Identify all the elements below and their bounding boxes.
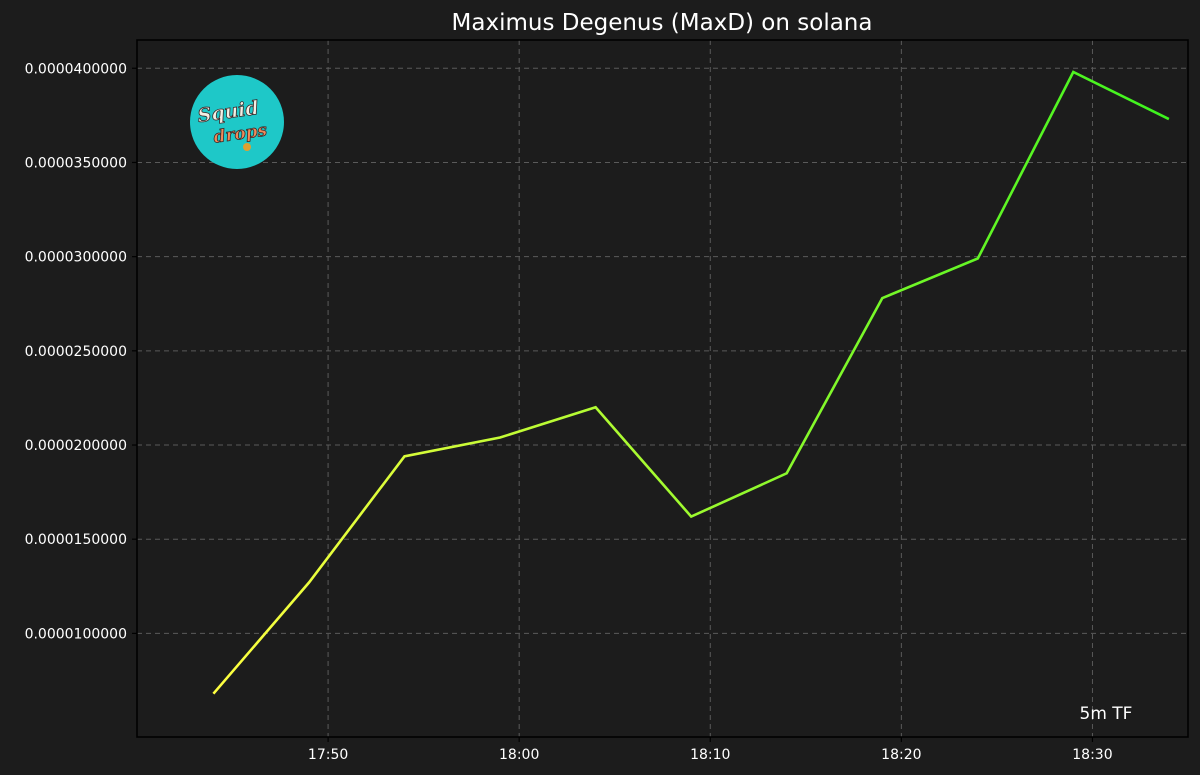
x-tick-label: 18:20 <box>881 747 921 763</box>
y-tick-label: 0.0000300000 <box>25 250 127 266</box>
logo-drop <box>243 143 251 151</box>
timeframe-label: 5m TF <box>1080 704 1133 724</box>
x-tick-label: 17:50 <box>308 747 348 763</box>
plot-frame <box>136 39 1189 738</box>
price-line <box>212 70 1170 695</box>
y-tick-label: 0.0000100000 <box>25 626 127 642</box>
chart-title: Maximus Degenus (MaxD) on solana <box>452 10 873 36</box>
series <box>212 70 1170 695</box>
y-tick-label: 0.0000200000 <box>25 438 127 454</box>
y-tick-label: 0.0000400000 <box>25 61 127 77</box>
x-axis-ticks: 17:50 18:00 18:10 18:20 18:30 <box>308 737 1113 763</box>
logo-text-line1: Squid <box>196 97 260 127</box>
y-axis-ticks: 0.0000100000 0.0000150000 0.0000200000 0.00… <box>25 61 137 642</box>
squid-drops-logo: Squid drops <box>190 75 284 169</box>
y-tick-label: 0.0000350000 <box>25 155 127 171</box>
grid <box>137 40 1188 737</box>
x-tick-label: 18:00 <box>499 747 539 763</box>
x-tick-label: 18:10 <box>690 747 730 763</box>
y-tick-label: 0.0000250000 <box>25 344 127 360</box>
x-tick-label: 18:30 <box>1072 747 1112 763</box>
y-tick-label: 0.0000150000 <box>25 532 127 548</box>
logo-circle <box>190 75 284 169</box>
